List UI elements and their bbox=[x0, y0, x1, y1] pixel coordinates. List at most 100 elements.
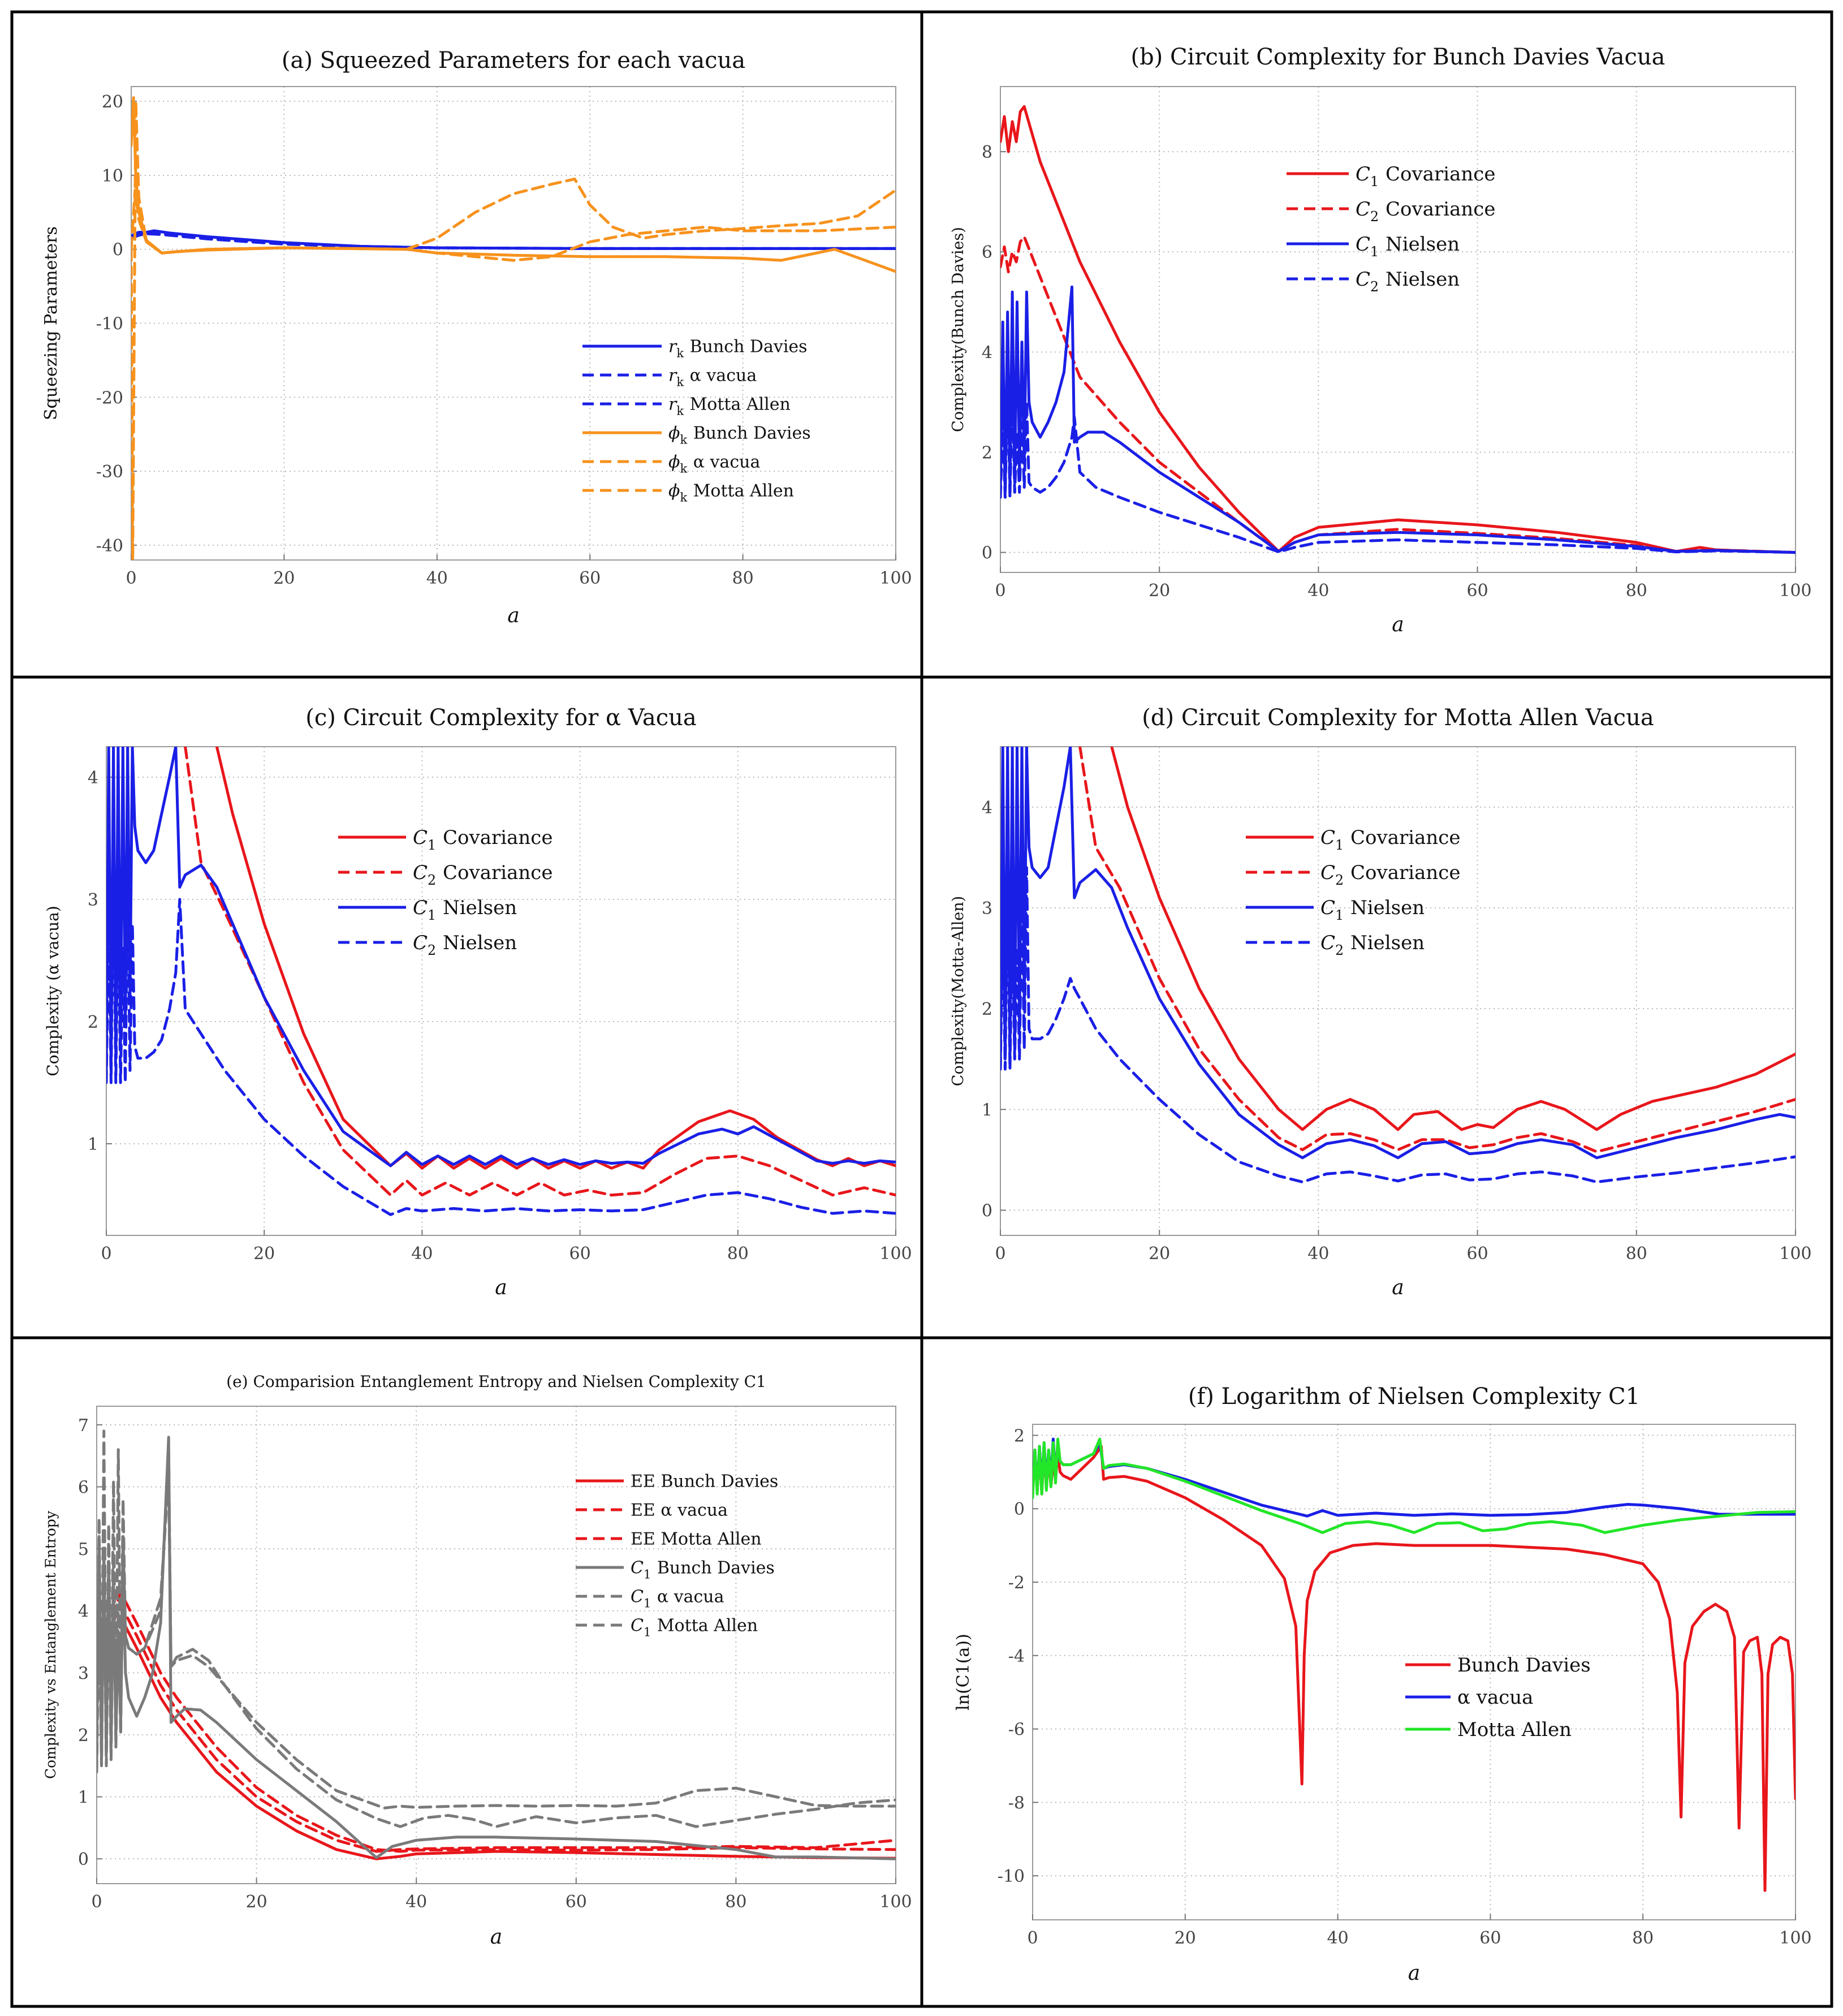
x-tick-label: 100 bbox=[879, 1244, 912, 1264]
series-line-c1-covariance bbox=[1110, 747, 1795, 1131]
legend-label: EE α vacua bbox=[631, 1501, 728, 1520]
y-tick-label: 10 bbox=[102, 166, 123, 186]
chart-panel-f: (f) Logarithm of Nielsen Complexity C1 0 2… bbox=[953, 1384, 1812, 1985]
series-line-r-k-motta-allen bbox=[131, 232, 896, 250]
legend: C1 Covariance C2 Covariance C1 Nielsen C2 Niels… bbox=[338, 826, 553, 958]
x-tick-label: 80 bbox=[1626, 1244, 1647, 1264]
y-tick-label: 7 bbox=[78, 1416, 89, 1436]
x-axis-label: a bbox=[1408, 1962, 1420, 1985]
y-axis-label: Complexity (α vacua) bbox=[44, 906, 62, 1076]
x-axis-label: a bbox=[1392, 1276, 1404, 1299]
legend-label: C1 Covariance bbox=[413, 826, 553, 853]
legend-label: C1 Bunch Davies bbox=[631, 1558, 775, 1582]
series-layer bbox=[106, 747, 896, 1216]
x-tick-label: 60 bbox=[566, 1892, 587, 1912]
x-tick-label: 100 bbox=[1779, 1244, 1811, 1264]
legend-label: ϕk Motta Allen bbox=[668, 481, 794, 505]
x-tick-label: 80 bbox=[732, 568, 754, 588]
plot-frame bbox=[1000, 86, 1796, 573]
y-tick-label: 1 bbox=[78, 1788, 89, 1808]
legend-label: ϕk Bunch Davies bbox=[668, 424, 811, 447]
y-tick-label: 4 bbox=[982, 798, 992, 818]
y-tick-label: 0 bbox=[982, 544, 992, 563]
legend-label: α vacua bbox=[1457, 1686, 1533, 1709]
y-tick-label: 0 bbox=[1014, 1500, 1025, 1519]
series-layer bbox=[1000, 105, 1795, 554]
y-tick-label: 20 bbox=[102, 92, 123, 112]
y-axis-label: ln(C1(a)) bbox=[953, 1634, 973, 1711]
y-tick-label: -10 bbox=[998, 1867, 1025, 1886]
y-tick-label: 3 bbox=[88, 890, 98, 910]
figure-frame bbox=[10, 10, 1833, 2008]
legend-label: C1 Nielsen bbox=[413, 897, 517, 923]
legend-label: rk Motta Allen bbox=[668, 395, 791, 418]
chart-title: (c) Circuit Complexity for α Vacua bbox=[305, 705, 697, 731]
chart-panel-b: (b) Circuit Complexity for Bunch Davies … bbox=[949, 44, 1812, 636]
x-tick-label: 80 bbox=[1632, 1928, 1654, 1948]
x-tick-label: 60 bbox=[1467, 1244, 1488, 1264]
y-tick-label: -40 bbox=[96, 536, 123, 556]
series-line-ee-motta-allen bbox=[111, 1591, 896, 1853]
chart-panel-e: (e) Comparision Entanglement Entropy and… bbox=[42, 1372, 912, 1949]
grid-lines bbox=[96, 1406, 896, 1884]
x-tick-label: 80 bbox=[1626, 581, 1647, 601]
y-tick-label: 4 bbox=[78, 1602, 89, 1622]
legend: Bunch Davies α vacua Motta Allen bbox=[1405, 1654, 1591, 1741]
y-tick-label: -10 bbox=[96, 315, 123, 334]
x-tick-label: 100 bbox=[879, 1892, 912, 1912]
y-tick-label: 2 bbox=[982, 1000, 992, 1019]
y-tick-label: -2 bbox=[1008, 1573, 1025, 1593]
series-line-ee-bunch-davies bbox=[111, 1616, 896, 1860]
legend-label: C2 Nielsen bbox=[413, 932, 517, 958]
x-axis-label: a bbox=[495, 1276, 507, 1299]
series-line-c2-nielsen bbox=[1000, 866, 1795, 1184]
series-line-c1-nielsen bbox=[106, 747, 896, 1168]
y-tick-label: -30 bbox=[96, 462, 123, 482]
x-tick-label: 100 bbox=[1779, 1928, 1811, 1948]
x-tick-label: 20 bbox=[253, 1244, 275, 1264]
y-tick-label: -8 bbox=[1008, 1793, 1025, 1813]
x-tick-label: 20 bbox=[1175, 1928, 1196, 1948]
y-tick-label: 5 bbox=[78, 1540, 89, 1560]
chart-panel-d: (d) Circuit Complexity for Motta Allen V… bbox=[949, 705, 1812, 1299]
x-tick-label: 100 bbox=[1779, 581, 1811, 601]
series-line-c2-covariance bbox=[184, 747, 896, 1197]
x-tick-label: 40 bbox=[405, 1892, 427, 1912]
series-line-c1-vacua bbox=[97, 1429, 896, 1810]
legend-label: C1 Nielsen bbox=[1356, 233, 1460, 260]
y-tick-label: 6 bbox=[78, 1477, 89, 1497]
chart-title: (b) Circuit Complexity for Bunch Davies … bbox=[1130, 44, 1665, 70]
legend-label: Motta Allen bbox=[1457, 1718, 1572, 1741]
legend: rk Bunch Davies rk α vacua rk Motta Allen ϕk Bu… bbox=[582, 337, 811, 505]
y-axis-label: Squeezing Parameters bbox=[41, 226, 61, 420]
legend-label: C2 Covariance bbox=[413, 861, 553, 888]
legend: C1 Covariance C2 Covariance C1 Nielsen C2 Niels… bbox=[1246, 826, 1460, 958]
y-tick-label: 2 bbox=[78, 1726, 89, 1746]
y-tick-label: 4 bbox=[88, 768, 98, 788]
legend-label: C2 Covariance bbox=[1356, 198, 1495, 225]
x-tick-label: 0 bbox=[126, 568, 136, 588]
series-layer bbox=[1000, 747, 1795, 1184]
series-line-c2-nielsen bbox=[106, 861, 896, 1216]
chart-title: (e) Comparision Entanglement Entropy and… bbox=[226, 1372, 766, 1391]
y-tick-label: -6 bbox=[1008, 1720, 1025, 1740]
legend-label: C1 α vacua bbox=[631, 1587, 724, 1610]
x-tick-label: 20 bbox=[1149, 581, 1170, 601]
series-line-c2-covariance bbox=[1078, 747, 1795, 1153]
y-axis-label: Complexity(Bunch Davies) bbox=[949, 227, 967, 432]
y-tick-label: 1 bbox=[982, 1100, 992, 1120]
y-tick-label: 8 bbox=[982, 143, 992, 162]
y-axis-label: Complexity(Motta-Allen) bbox=[949, 896, 967, 1086]
x-tick-label: 0 bbox=[91, 1892, 102, 1912]
legend-label: rk α vacua bbox=[668, 366, 757, 389]
legend-label: Bunch Davies bbox=[1457, 1654, 1591, 1677]
legend-label: C1 Nielsen bbox=[1320, 897, 1425, 923]
x-tick-label: 80 bbox=[727, 1244, 749, 1264]
x-tick-label: 20 bbox=[273, 568, 295, 588]
y-tick-label: 3 bbox=[78, 1664, 89, 1683]
series-layer bbox=[1033, 1437, 1795, 1892]
legend-label: EE Bunch Davies bbox=[631, 1472, 778, 1492]
x-tick-label: 40 bbox=[426, 568, 448, 588]
y-tick-label: 4 bbox=[982, 343, 992, 363]
legend-label: C1 Covariance bbox=[1356, 163, 1495, 189]
